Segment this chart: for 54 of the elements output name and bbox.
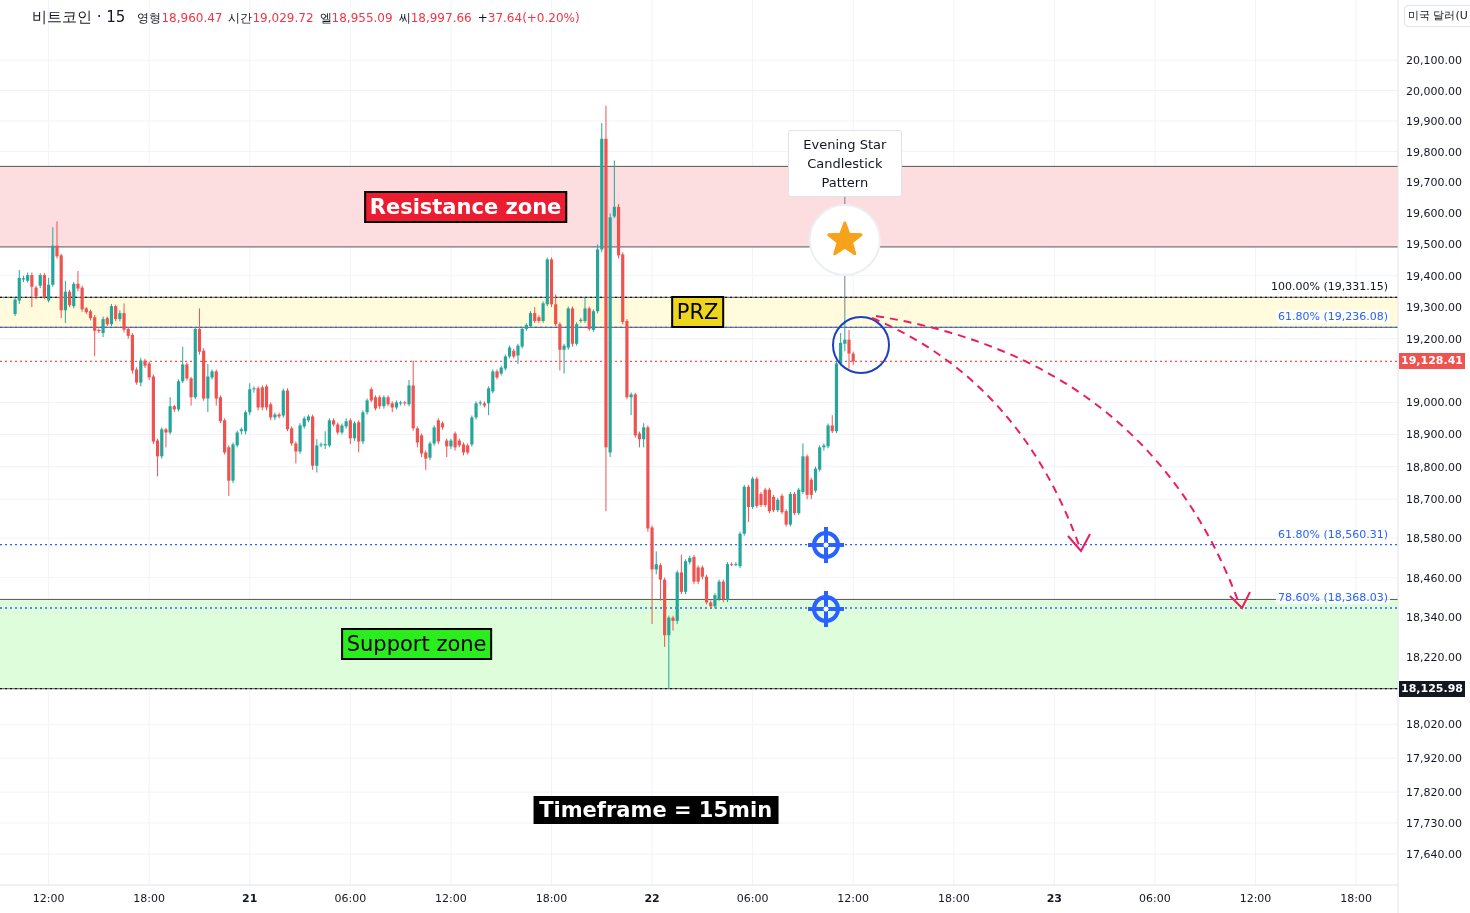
y-tick-label: 19,300.00 xyxy=(1406,300,1462,314)
y-tick-label: 18,700.00 xyxy=(1406,492,1462,506)
y-tick-label: 19,900.00 xyxy=(1406,114,1462,128)
y-tick-label: 18,020.00 xyxy=(1406,717,1462,731)
y-tick-label: 18,220.00 xyxy=(1406,650,1462,664)
annotation: 씨18,997.66 xyxy=(398,10,472,25)
y-tick-label: 19,800.00 xyxy=(1406,145,1462,159)
x-tick-label: 21 xyxy=(242,891,258,905)
y-tick-label: 18,460.00 xyxy=(1406,571,1462,585)
y-tick-label: 19,700.00 xyxy=(1406,175,1462,189)
ref-line-label: 61.80% (18,560.31) xyxy=(1275,527,1390,541)
x-tick-label: 23 xyxy=(1046,891,1063,905)
y-tick-label: 19,000.00 xyxy=(1406,395,1462,409)
y-tick-label: 19,200.00 xyxy=(1406,332,1462,346)
x-tick-label: 12:00 xyxy=(1239,891,1272,905)
annotation: 엘18,955.09 xyxy=(319,10,393,25)
text: 비트코인 · 15 xyxy=(32,7,126,27)
x-tick-label: 06:00 xyxy=(334,891,367,905)
y-tick-label: 18,340.00 xyxy=(1406,610,1462,624)
ref-line-label: 19,128.41 xyxy=(1399,353,1465,370)
x-tick-label: 18:00 xyxy=(1340,891,1372,905)
ref-line-label: 78.60% (18,368.03) xyxy=(1275,591,1390,605)
x-tick-label: 12:00 xyxy=(32,891,65,905)
y-tick-label: 18,580.00 xyxy=(1406,531,1462,545)
y-tick-label: 18,900.00 xyxy=(1406,427,1462,441)
ref-line-label: 18,125.98 xyxy=(1399,680,1465,697)
ref-line-label: 100.00% (19,331.15) xyxy=(1268,280,1390,294)
annotation: 시간19,029.72 xyxy=(228,10,314,25)
y-tick-label: 17,640.00 xyxy=(1406,847,1462,861)
band-label: Resistance zone xyxy=(363,190,568,223)
y-tick-label: 20,000.00 xyxy=(1406,84,1462,98)
x-tick-label: 22 xyxy=(644,891,660,905)
y-tick-label: 19,600.00 xyxy=(1406,206,1462,220)
x-tick-label: 18:00 xyxy=(535,891,568,905)
text: 미국 달러(U xyxy=(1404,5,1470,27)
y-tick-label: 18,800.00 xyxy=(1406,460,1462,474)
x-tick-label: 18:00 xyxy=(133,891,166,905)
x-tick-label: 12:00 xyxy=(837,891,870,905)
y-tick-label: 19,500.00 xyxy=(1406,237,1462,251)
y-tick-label: 19,400.00 xyxy=(1406,269,1462,283)
band-label: PRZ xyxy=(670,296,725,329)
band-label: Support zone xyxy=(340,628,493,661)
annotation: Timeframe = 15min xyxy=(533,796,779,824)
x-tick-label: 18:00 xyxy=(937,891,970,905)
annotation: Evening Star Candlestick Pattern xyxy=(787,130,902,197)
y-tick-label: 17,820.00 xyxy=(1406,785,1462,799)
y-tick-label: 17,730.00 xyxy=(1406,816,1462,830)
annotation: +37.64(+0.20%) xyxy=(477,10,580,25)
x-tick-label: 12:00 xyxy=(435,891,467,905)
y-tick-label: 20,100.00 xyxy=(1406,53,1462,67)
ref-line-label: 61.80% (19,236.08) xyxy=(1275,310,1390,324)
x-tick-label: 06:00 xyxy=(736,891,769,905)
x-tick-label: 06:00 xyxy=(1139,891,1171,905)
y-tick-label: 17,920.00 xyxy=(1406,751,1462,765)
